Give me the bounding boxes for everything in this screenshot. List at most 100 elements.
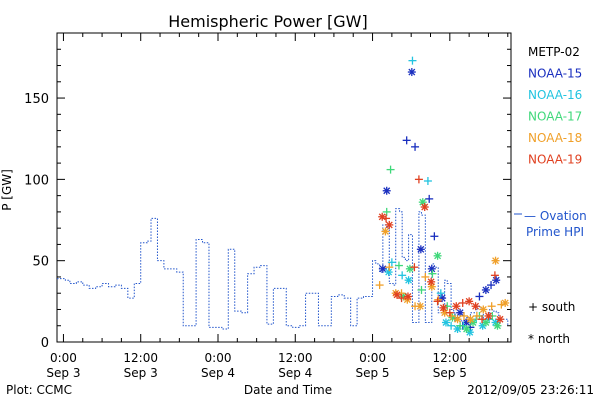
- data-point-noaa-16-south: [436, 289, 445, 298]
- point-stroke: [427, 278, 435, 286]
- data-point-noaa-18-south: [472, 311, 481, 320]
- data-point-noaa-19-south: [382, 214, 391, 223]
- data-point-noaa-16-south: [447, 321, 456, 330]
- chart-title: Hemispheric Power [GW]: [168, 12, 367, 31]
- data-point-noaa-19-north: [465, 297, 474, 306]
- point-stroke: [385, 268, 393, 276]
- data-point-noaa-15-south: [402, 136, 411, 145]
- data-point-noaa-18-north: [491, 256, 500, 265]
- south-marker-label: + south: [528, 300, 575, 314]
- data-point-noaa-16-north: [441, 318, 450, 327]
- data-point-noaa-17-north: [493, 321, 502, 330]
- x-tick-label-time: 0:00: [359, 351, 386, 365]
- plot-frame: [56, 32, 512, 343]
- data-point-noaa-18-south: [459, 311, 468, 320]
- legend-item-metp-02: METP-02: [528, 45, 580, 59]
- data-point-noaa-19-north: [496, 315, 505, 324]
- point-stroke: [466, 328, 474, 336]
- point-stroke: [492, 276, 500, 284]
- legend-item-noaa-15: NOAA-15: [528, 67, 582, 81]
- point-stroke: [463, 325, 471, 333]
- point-stroke: [381, 227, 389, 235]
- data-point-noaa-19-north: [484, 311, 493, 320]
- data-point-noaa-17-north: [462, 324, 471, 333]
- data-point-noaa-15-north: [492, 276, 501, 285]
- data-point-noaa-15-north: [407, 68, 416, 77]
- data-point-noaa-18-north: [453, 315, 462, 324]
- data-point-noaa-17-south: [428, 269, 437, 278]
- point-stroke: [454, 315, 462, 323]
- data-point-noaa-17-south: [386, 165, 395, 174]
- point-stroke: [405, 276, 413, 284]
- footer-left: Plot: CCMC: [6, 383, 72, 397]
- data-point-noaa-19-north: [393, 290, 402, 299]
- y-tick-label: 150: [24, 92, 49, 107]
- x-tick-label-time: 12:00: [433, 351, 468, 365]
- data-point-noaa-15-north: [378, 264, 387, 273]
- plot-border: [56, 32, 512, 343]
- data-point-noaa-16-south: [423, 176, 432, 185]
- north-marker-label: * north: [528, 332, 570, 346]
- point-stroke: [383, 187, 391, 195]
- footer-timestamp: 2012/09/05 23:26:11: [467, 383, 594, 397]
- point-stroke: [419, 198, 427, 206]
- legend: METP-02 NOAA-15 NOAA-16 NOAA-17 NOAA-18 NOAA-…: [528, 45, 582, 167]
- data-point-noaa-17-north: [405, 264, 414, 273]
- ovation-series: [57, 208, 509, 330]
- x-tick-label-date: Sep 5: [433, 366, 467, 380]
- data-point-noaa-19-north: [452, 302, 461, 311]
- legend-item-noaa-19: NOAA-19: [528, 153, 582, 167]
- data-point-noaa-16-south: [398, 271, 407, 280]
- point-stroke: [379, 265, 387, 273]
- data-point-noaa-19-south: [490, 271, 499, 280]
- data-point-noaa-15-north: [427, 264, 436, 273]
- data-point-noaa-19-north: [385, 220, 394, 229]
- ovation-label-1: — Ovation: [524, 209, 587, 223]
- data-point-noaa-19-north: [378, 212, 387, 221]
- legend-item-noaa-16: NOAA-16: [528, 88, 582, 102]
- point-stroke: [482, 319, 490, 326]
- data-point-noaa-15-north: [481, 285, 490, 294]
- y-axis-label: P [GW]: [0, 169, 14, 211]
- data-point-noaa-15-south: [411, 142, 420, 151]
- point-stroke: [416, 302, 424, 310]
- x-tick-label-date: Sep 5: [356, 366, 390, 380]
- ovation-label-2: Prime HPI: [526, 225, 584, 239]
- point-stroke: [472, 302, 480, 310]
- point-stroke: [408, 68, 416, 76]
- data-point-noaa-19-north: [439, 303, 448, 312]
- x-tick-label-time: 12:00: [278, 351, 313, 365]
- point-stroke: [466, 315, 474, 323]
- point-stroke: [441, 309, 449, 317]
- satellite-points: [375, 56, 510, 337]
- data-point-noaa-18-north: [416, 302, 425, 311]
- data-point-noaa-15-south: [425, 194, 434, 203]
- legend-item-noaa-17: NOAA-17: [528, 110, 582, 124]
- point-stroke: [452, 302, 460, 310]
- data-point-noaa-19-south: [478, 315, 487, 324]
- data-point-noaa-18-south: [375, 281, 384, 290]
- x-tick-label-date: Sep 3: [124, 366, 158, 380]
- data-point-noaa-19-north: [420, 203, 429, 212]
- x-axis-label: Date and Time: [244, 383, 332, 397]
- data-point-noaa-19-south: [414, 175, 423, 184]
- data-point-noaa-19-north: [403, 292, 412, 301]
- data-point-noaa-18-south: [385, 263, 394, 272]
- point-stroke: [404, 293, 412, 300]
- y-tick-label: 50: [32, 255, 49, 270]
- data-point-noaa-15-south: [430, 232, 439, 241]
- data-point-noaa-19-north: [427, 277, 436, 286]
- x-tick-label-date: Sep 3: [46, 366, 80, 380]
- point-stroke: [494, 322, 501, 330]
- point-stroke: [417, 245, 425, 253]
- data-point-noaa-15-north: [416, 245, 425, 254]
- point-stroke: [485, 312, 492, 320]
- data-point-noaa-17-south: [394, 261, 403, 270]
- data-point-noaa-19-south: [445, 308, 454, 317]
- point-stroke: [465, 297, 473, 305]
- data-point-noaa-18-south: [421, 272, 430, 281]
- data-point-noaa-19-south: [397, 294, 406, 303]
- data-point-noaa-19-north: [471, 302, 480, 311]
